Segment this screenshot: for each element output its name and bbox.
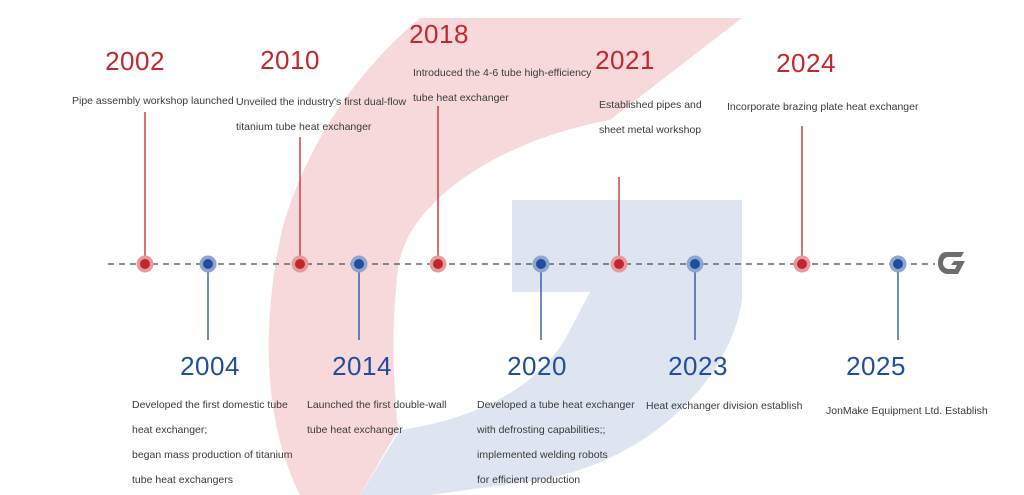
milestone-description-2018: Introduced the 4-6 tube high-efficiency t…	[413, 61, 591, 111]
milestone-description-line: tube heat exchangers	[132, 474, 233, 486]
milestone-dot-2004	[203, 259, 213, 269]
milestone-description-line: heat exchanger;	[132, 424, 208, 436]
milestone-description-2024: Incorporate brazing plate heat exchanger	[727, 95, 918, 120]
milestone-dot-2010	[295, 259, 305, 269]
milestone-year-2020: 2020	[507, 351, 567, 381]
milestone-description-line: tube heat exchanger	[307, 424, 403, 436]
watermark-blue-shape	[360, 200, 742, 495]
milestone-year-2014: 2014	[332, 351, 392, 381]
milestone-description-line: titanium tube heat exchanger	[236, 121, 372, 133]
milestone-description-2020: Developed a tube heat exchanger with defr…	[477, 393, 635, 493]
milestone-description-line: with defrosting capabilities;;	[477, 424, 606, 436]
milestone-description-line: Heat exchanger division establish	[646, 400, 803, 412]
milestone-description-line: sheet metal workshop	[599, 124, 702, 136]
milestone-dot-2024	[797, 259, 807, 269]
milestone-description-line: Developed a tube heat exchanger	[477, 399, 635, 411]
milestone-description-line: Established pipes and	[599, 99, 702, 111]
watermark-red-arc	[268, 18, 742, 495]
milestone-description-line: JonMake Equipment Ltd. Establish	[826, 405, 988, 417]
milestone-year-2010: 2010	[260, 45, 320, 75]
milestone-description-line: Introduced the 4-6 tube high-efficiency	[413, 67, 592, 79]
milestone-description-2002: Pipe assembly workshop launched	[72, 89, 234, 114]
milestone-description-2025: JonMake Equipment Ltd. Establish	[826, 399, 988, 424]
milestone-year-2025: 2025	[846, 351, 906, 381]
milestone-dot-2002	[140, 259, 150, 269]
milestone-dot-2023	[690, 259, 700, 269]
milestone-description-line: Pipe assembly workshop launched	[72, 95, 234, 107]
milestone-year-2021: 2021	[595, 45, 655, 75]
milestone-description-2021: Established pipes and sheet metal worksho…	[599, 93, 702, 143]
milestone-year-2002: 2002	[105, 46, 165, 76]
milestone-description-2004: Developed the first domestic tube heat ex…	[132, 393, 293, 493]
milestone-dot-2021	[614, 259, 624, 269]
milestone-year-2023: 2023	[668, 351, 728, 381]
milestone-description-line: Launched the first double-wall	[307, 399, 447, 411]
milestone-description-2014: Launched the first double-wall tube heat …	[307, 393, 447, 443]
milestone-dot-2025	[893, 259, 903, 269]
milestone-description-line: for efficient production	[477, 474, 581, 486]
milestone-year-2004: 2004	[180, 351, 240, 381]
milestone-description-2023: Heat exchanger division establish	[646, 394, 802, 419]
milestone-description-line: Developed the first domestic tube	[132, 399, 288, 411]
milestone-dot-2020	[536, 259, 546, 269]
milestone-dot-2018	[433, 259, 443, 269]
milestone-description-line: implemented welding robots	[477, 449, 608, 461]
milestone-description-line: Unveiled the industry's first dual-flow	[236, 96, 407, 108]
milestone-description-line: tube heat exchanger	[413, 92, 509, 104]
milestone-description-line: Incorporate brazing plate heat exchanger	[727, 101, 919, 113]
milestone-description-2010: Unveiled the industry's first dual-flow …	[236, 90, 406, 140]
g-logo-icon	[938, 252, 965, 274]
milestone-dot-2014	[354, 259, 364, 269]
milestone-year-2024: 2024	[776, 48, 836, 78]
milestone-year-2018: 2018	[409, 19, 469, 49]
milestone-description-line: began mass production of titanium	[132, 449, 293, 461]
